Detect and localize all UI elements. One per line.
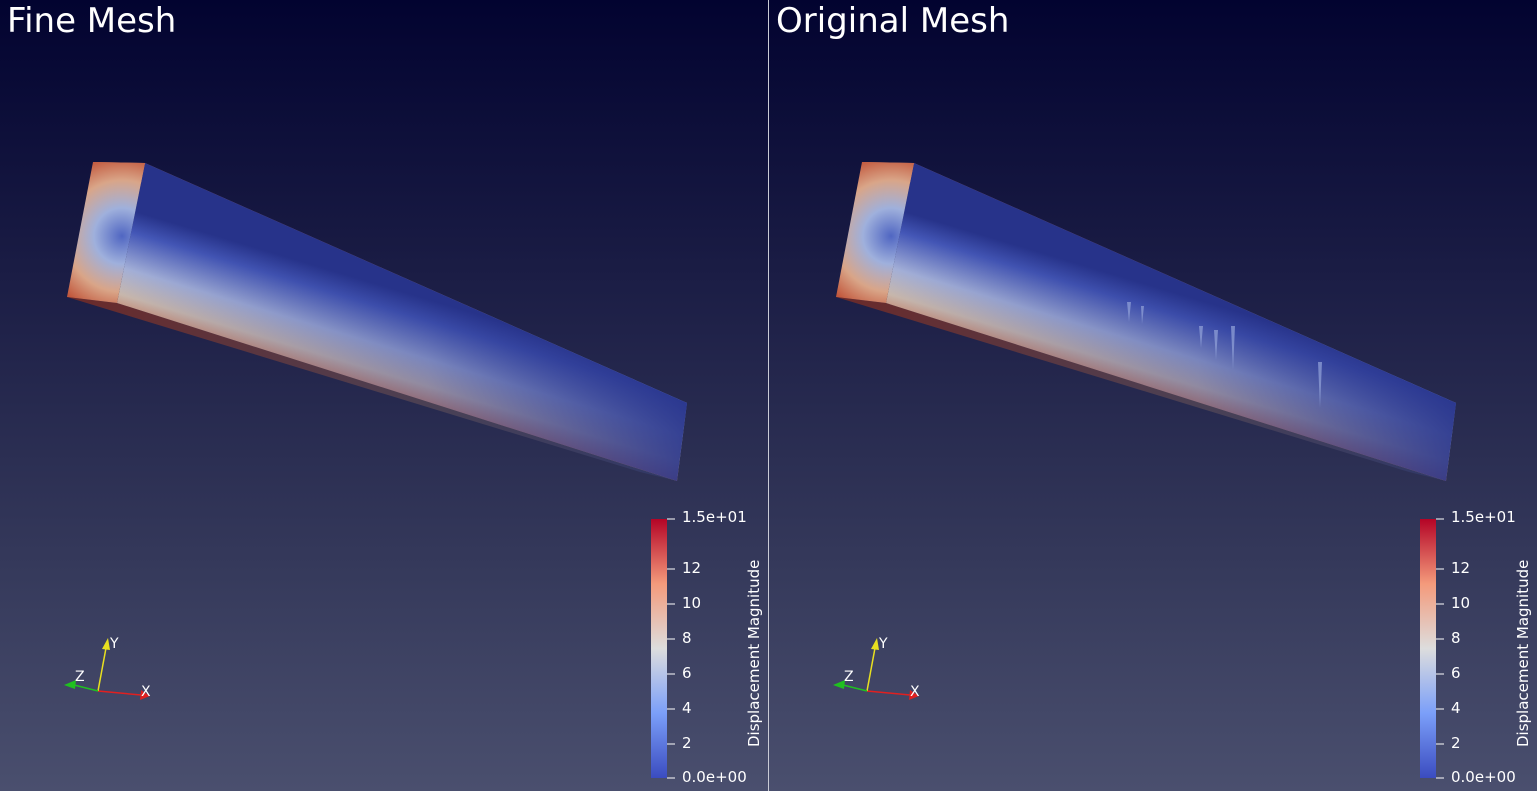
colorbar-tick-label: 10 (682, 594, 702, 612)
view-title: Fine Mesh (7, 1, 177, 41)
beam-bottom-face (67, 297, 677, 481)
colorbar-tick-label: 12 (682, 559, 702, 577)
z-axis-line (73, 684, 99, 692)
colorbar-tick-label: 8 (1451, 629, 1461, 647)
y-axis-arrow (871, 638, 879, 650)
z-axis-line (842, 684, 868, 692)
colorbar-tick-label: 6 (1451, 664, 1461, 682)
beam-end-face (836, 162, 914, 303)
colorbar-tick-label: 1.5e+01 (682, 508, 747, 526)
y-axis-label: Y (110, 636, 119, 652)
colorbar-gradient (651, 519, 667, 778)
beam-end-face (67, 162, 145, 303)
colorbar-tick-label: 12 (1451, 559, 1471, 577)
colorbar-tick-label: 8 (682, 629, 692, 647)
view-title: Original Mesh (776, 1, 1010, 41)
beam-render-fine[interactable] (0, 0, 768, 791)
colorbar-tick-label: 2 (682, 734, 692, 752)
y-axis-line (866, 647, 876, 692)
render-view-fine-mesh[interactable]: Fine Mesh 1.5e+01 12 10 8 6 4 2 0.0e+00 … (0, 0, 768, 791)
colorbar-tick-label: 1.5e+01 (1451, 508, 1516, 526)
colorbar-tick-label: 6 (682, 664, 692, 682)
y-axis-line (97, 647, 107, 692)
x-axis-label: X (141, 684, 151, 700)
colorbar-title: Displacement Magnitude (1514, 559, 1532, 747)
colorbar-tick-label: 0.0e+00 (1451, 768, 1516, 786)
beam-bottom-face (836, 297, 1446, 481)
orientation-axes (64, 638, 150, 700)
z-axis-label: Z (75, 669, 85, 685)
beam-render-original[interactable] (769, 0, 1537, 791)
colorbar-tick-label: 0.0e+00 (682, 768, 747, 786)
x-axis-arrow (140, 690, 150, 700)
x-axis-label: X (910, 684, 920, 700)
colorbar-tick-label: 4 (682, 699, 692, 717)
mesh-artifacts (1127, 302, 1322, 408)
colorbar-tick-label: 2 (1451, 734, 1461, 752)
x-axis-line (866, 690, 911, 696)
y-axis-label: Y (879, 636, 888, 652)
z-axis-label: Z (844, 669, 854, 685)
x-axis-line (97, 690, 142, 696)
colorbar-tick-label: 4 (1451, 699, 1461, 717)
beam-front-face-shade (886, 163, 1456, 481)
colorbar-gradient (1420, 519, 1436, 778)
view-splitter[interactable] (768, 0, 769, 791)
z-axis-arrow (64, 680, 76, 689)
colorbar-ticks (667, 518, 675, 779)
x-axis-arrow (909, 690, 919, 700)
render-view-original-mesh[interactable]: Original Mesh 1.5e+01 12 10 8 6 4 2 0.0e… (769, 0, 1537, 791)
orientation-axes (833, 638, 919, 700)
z-axis-arrow (833, 680, 845, 689)
colorbar-tick-label: 10 (1451, 594, 1471, 612)
beam-front-face-shade (117, 163, 687, 481)
colorbar-title: Displacement Magnitude (745, 559, 763, 747)
colorbar-ticks (1436, 518, 1444, 779)
y-axis-arrow (102, 638, 110, 650)
